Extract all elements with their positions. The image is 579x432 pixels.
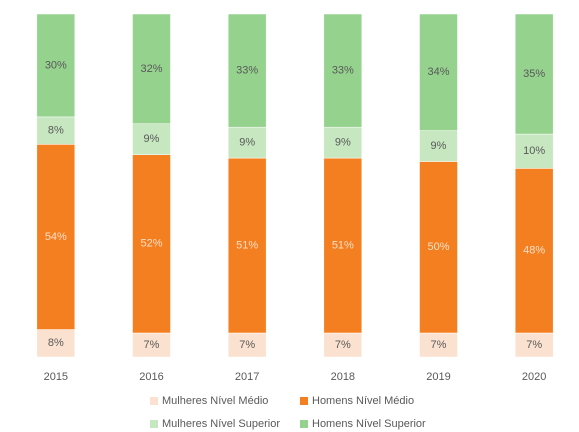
x-tick-label: 2015 (44, 371, 68, 383)
legend-label: Homens Nível Superior (312, 418, 426, 430)
bar-segment (132, 154, 171, 334)
legend-label: Mulheres Nível Médio (162, 395, 268, 407)
bar-segment (419, 130, 458, 162)
data-label: 8% (48, 125, 64, 137)
data-label: 7% (335, 339, 351, 351)
bar-segment (36, 13, 76, 118)
bar-segment (227, 13, 267, 128)
data-label: 9% (335, 137, 351, 149)
bar-segment (419, 13, 458, 131)
bar-segment (323, 126, 363, 159)
data-label: 9% (239, 137, 255, 149)
bar-segment (227, 157, 267, 334)
data-label: 54% (45, 231, 67, 243)
data-label: 32% (140, 63, 162, 75)
data-label: 48% (523, 245, 545, 257)
data-label: 7% (239, 339, 255, 351)
legend-swatch (150, 420, 158, 428)
data-label: 10% (523, 145, 545, 157)
x-tick-label: 2016 (139, 371, 163, 383)
bar-segment (36, 329, 76, 358)
bar-segment (132, 123, 171, 155)
data-label: 34% (427, 66, 449, 78)
legend-swatch (300, 420, 308, 428)
data-label: 33% (236, 65, 258, 77)
bar-segment (227, 332, 267, 358)
bar-segment (36, 144, 76, 330)
bar-segment (419, 161, 458, 334)
bar-segment (514, 332, 554, 358)
data-label: 7% (526, 339, 542, 351)
bar-segment (132, 332, 171, 358)
data-label: 51% (236, 239, 258, 251)
data-label: 8% (48, 337, 64, 349)
legend-swatch (150, 397, 158, 405)
bar-segment (227, 126, 267, 159)
bar-segment (514, 133, 554, 169)
bar-segment (419, 332, 458, 358)
x-tick-label: 2017 (235, 371, 259, 383)
x-tick-label: 2018 (331, 371, 355, 383)
data-label: 50% (427, 241, 449, 253)
legend-label: Mulheres Nível Superior (162, 418, 280, 430)
data-label: 9% (144, 133, 160, 145)
legend-swatch (300, 397, 308, 405)
data-label: 33% (332, 65, 354, 77)
bar-segment (132, 13, 171, 125)
data-label: 9% (431, 140, 447, 152)
legend-label: Homens Nível Médio (312, 395, 414, 407)
data-label: 7% (144, 339, 160, 351)
data-label: 35% (523, 68, 545, 80)
data-label: 30% (45, 59, 67, 71)
bar-segment (323, 13, 363, 128)
bar-segment (323, 332, 363, 358)
data-label: 51% (332, 239, 354, 251)
bar-segment (514, 13, 554, 135)
x-tick-label: 2020 (522, 371, 546, 383)
x-tick-label: 2019 (426, 371, 450, 383)
data-label: 7% (431, 339, 447, 351)
data-label: 52% (140, 238, 162, 250)
